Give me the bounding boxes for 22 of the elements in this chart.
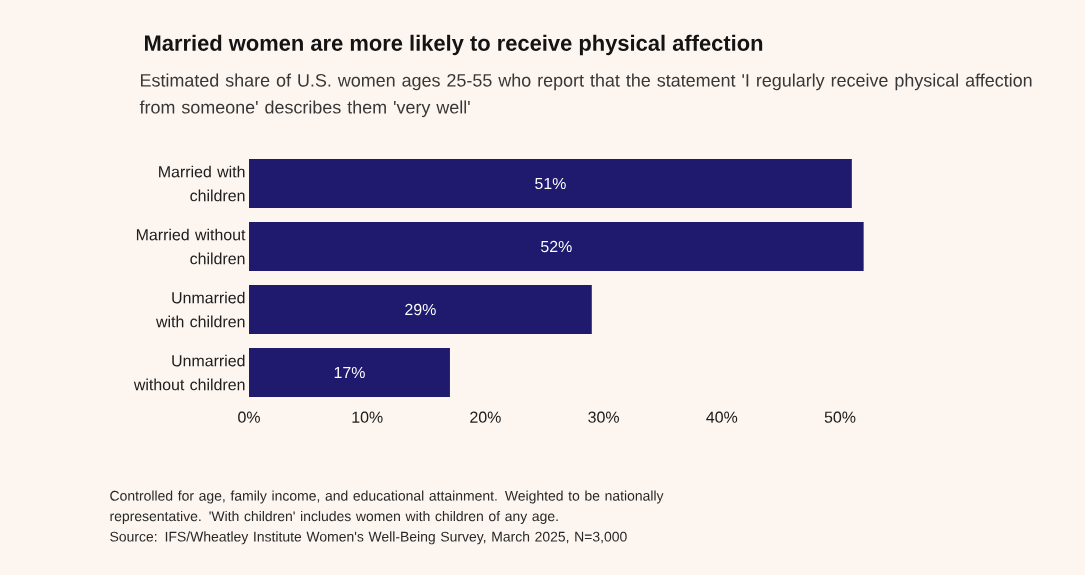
text: Controlled for age, family income, and educational attainment. Weighted to be nationally representative. 'With children' includes women with children of any age.	[110, 490, 664, 524]
data-label: 17%	[334, 366, 365, 379]
chart-subtitle: Estimated share of U.S. women ages 25-55 who report that the statement 'I regularly receive physical affection from someone' describes them 'very well'	[139, 73, 1032, 118]
data-label: 51%	[535, 177, 566, 190]
x-tick-label: 30%	[588, 411, 619, 423]
x-tick-label: 40%	[706, 411, 738, 423]
x-tick-label: 50%	[824, 411, 856, 423]
y-tick-label: Unmarried with children	[155, 291, 245, 328]
data-label: 29%	[405, 303, 436, 316]
y-tick-label: Married with children	[159, 165, 245, 202]
data-label: 52%	[541, 240, 572, 253]
y-tick-label: Married without children	[136, 228, 246, 265]
chart-title: Married women are more likely to receive physical affection	[145, 34, 763, 56]
bar	[249, 222, 864, 272]
bar	[249, 159, 852, 209]
bar	[249, 348, 450, 397]
x-tick-label: 20%	[470, 411, 501, 423]
source-note: Source: IFS/Wheatley Institute Women's Well-Being Survey, March 2025, N=3,000	[110, 531, 627, 545]
y-tick-label: Unmarried without children	[133, 354, 245, 391]
x-tick-label: 0%	[238, 411, 260, 423]
x-tick-label: 10%	[352, 411, 383, 423]
bar	[249, 285, 592, 334]
